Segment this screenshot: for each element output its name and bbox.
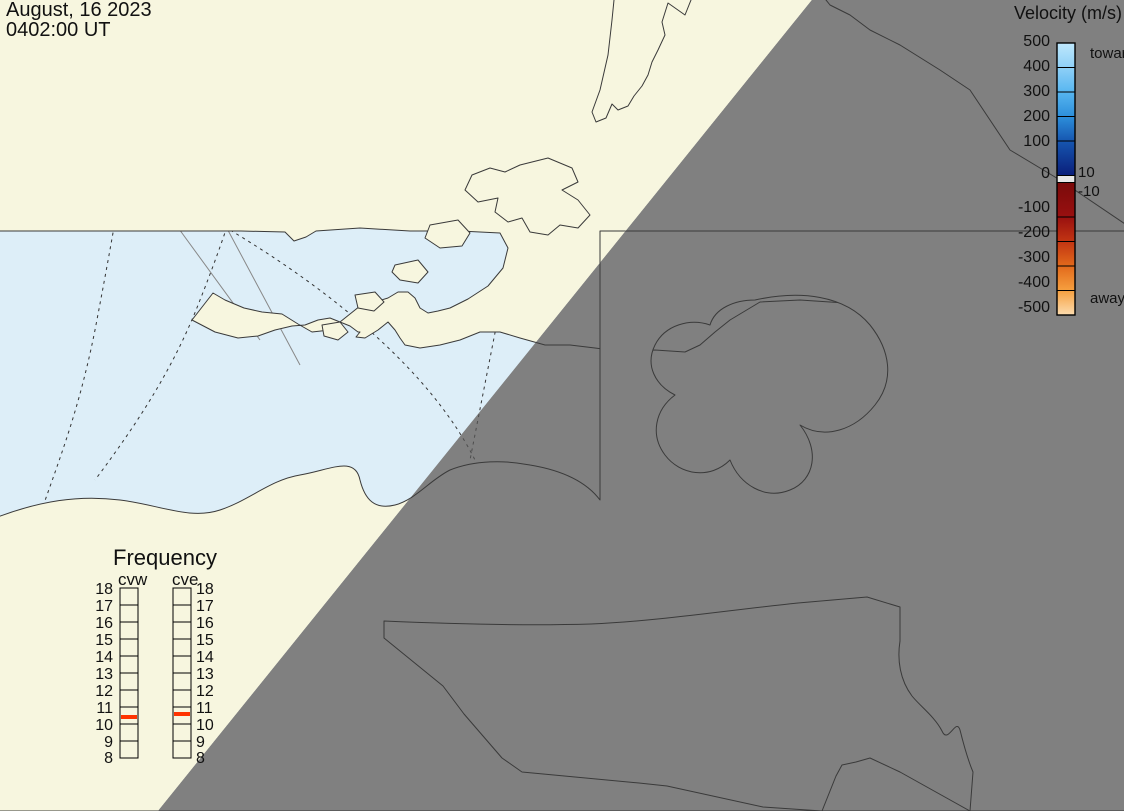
svg-text:-300: -300 [1018, 249, 1050, 266]
svg-text:14: 14 [95, 649, 113, 666]
svg-text:cvw: cvw [118, 570, 148, 589]
svg-text:9: 9 [196, 734, 205, 751]
svg-text:15: 15 [95, 632, 113, 649]
svg-text:12: 12 [196, 683, 214, 700]
svg-text:10: 10 [196, 717, 214, 734]
svg-text:-10: -10 [1078, 183, 1100, 200]
svg-text:300: 300 [1023, 83, 1050, 100]
svg-text:15: 15 [196, 632, 214, 649]
svg-text:17: 17 [196, 598, 214, 615]
svg-text:Velocity (m/s): Velocity (m/s) [1014, 3, 1122, 23]
svg-text:away: away [1090, 290, 1124, 307]
svg-text:0: 0 [1041, 165, 1050, 182]
svg-text:16: 16 [196, 615, 214, 632]
svg-text:14: 14 [196, 649, 214, 666]
svg-text:400: 400 [1023, 58, 1050, 75]
svg-text:August, 16 2023: August, 16 2023 [6, 0, 152, 21]
svg-text:11: 11 [196, 700, 213, 717]
svg-text:9: 9 [104, 734, 113, 751]
svg-text:12: 12 [95, 683, 113, 700]
svg-text:100: 100 [1023, 133, 1050, 150]
svg-text:18: 18 [95, 581, 113, 598]
svg-text:16: 16 [95, 615, 113, 632]
svg-text:Frequency: Frequency [113, 545, 217, 570]
svg-text:8: 8 [196, 750, 205, 767]
svg-text:13: 13 [95, 666, 113, 683]
svg-text:18: 18 [196, 581, 214, 598]
svg-text:0402:00 UT: 0402:00 UT [6, 19, 111, 41]
svg-text:-200: -200 [1018, 224, 1050, 241]
svg-text:cve: cve [172, 570, 198, 589]
svg-text:toward: toward [1090, 45, 1124, 62]
svg-text:17: 17 [95, 598, 113, 615]
svg-text:-100: -100 [1018, 199, 1050, 216]
svg-text:13: 13 [196, 666, 214, 683]
svg-text:-400: -400 [1018, 274, 1050, 291]
svg-text:200: 200 [1023, 108, 1050, 125]
svg-text:8: 8 [104, 750, 113, 767]
svg-text:10: 10 [1078, 164, 1095, 181]
svg-text:10: 10 [95, 717, 113, 734]
svg-text:11: 11 [96, 700, 113, 717]
svg-text:500: 500 [1023, 33, 1050, 50]
svg-text:-500: -500 [1018, 299, 1050, 316]
